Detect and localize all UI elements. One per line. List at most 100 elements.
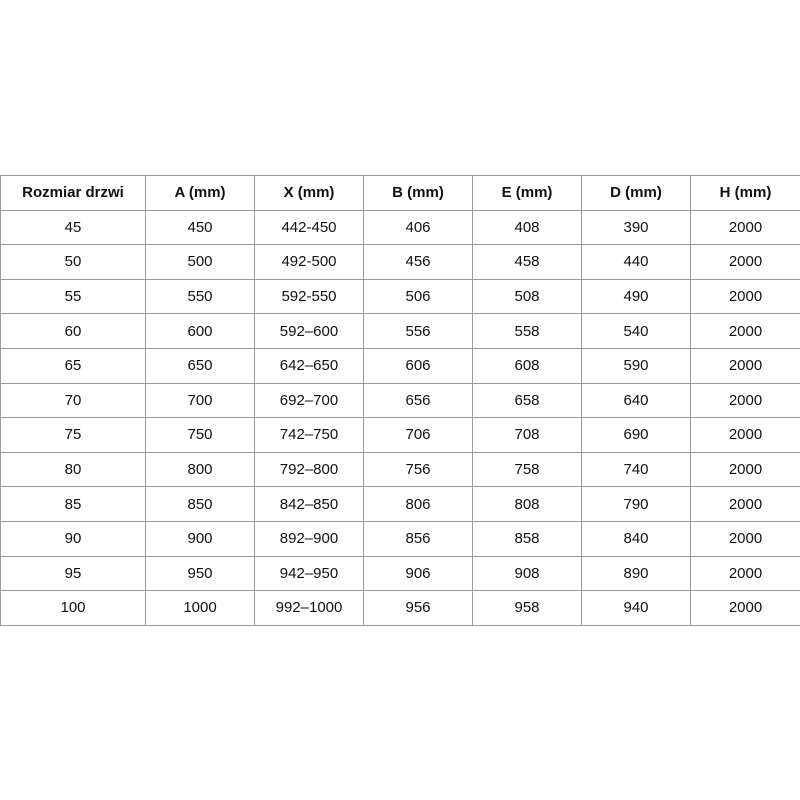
table-cell: 540 [581, 313, 691, 349]
table-cell: 706 [363, 417, 473, 453]
table-cell: 2000 [690, 590, 800, 626]
table-cell: 2000 [690, 347, 800, 384]
table-row: 100 1000 992–1000 956 958 940 2000 [0, 590, 800, 626]
table-cell: 390 [581, 209, 691, 246]
table-cell: 408 [472, 209, 582, 246]
table-cell: 906 [363, 555, 473, 592]
table-cell: 506 [363, 278, 473, 315]
table-cell: 95 [0, 555, 146, 592]
table-cell: 956 [363, 590, 473, 626]
table-cell: 700 [145, 382, 255, 419]
table-cell: 690 [581, 417, 691, 453]
table-cell: 808 [472, 486, 582, 522]
table-cell: 592-550 [254, 278, 364, 315]
table-cell: 442-450 [254, 209, 364, 246]
table-row: 60 600 592–600 556 558 540 2000 [0, 313, 800, 349]
table-cell: 1000 [145, 590, 255, 626]
table-row: 85 850 842–850 806 808 790 2000 [0, 486, 800, 522]
table-cell: 45 [0, 209, 146, 246]
table-row: 70 700 692–700 656 658 640 2000 [0, 382, 800, 419]
column-header: A (mm) [145, 175, 255, 211]
table-cell: 600 [145, 313, 255, 349]
table-cell: 2000 [690, 278, 800, 315]
table-cell: 750 [145, 417, 255, 453]
table-cell: 658 [472, 382, 582, 419]
table-cell: 800 [145, 451, 255, 488]
table-cell: 790 [581, 486, 691, 522]
table-cell: 958 [472, 590, 582, 626]
table-row: 80 800 792–800 756 758 740 2000 [0, 451, 800, 488]
table-cell: 50 [0, 244, 146, 280]
table-cell: 792–800 [254, 451, 364, 488]
table-row: 90 900 892–900 856 858 840 2000 [0, 520, 800, 557]
table-cell: 590 [581, 347, 691, 384]
table-cell: 55 [0, 278, 146, 315]
table-cell: 2000 [690, 417, 800, 453]
table-cell: 890 [581, 555, 691, 592]
table-cell: 856 [363, 520, 473, 557]
table-cell: 758 [472, 451, 582, 488]
column-header: D (mm) [581, 175, 691, 211]
table-row: 50 500 492-500 456 458 440 2000 [0, 244, 800, 280]
table-cell: 2000 [690, 555, 800, 592]
table-cell: 100 [0, 590, 146, 626]
table-header-row: Rozmiar drzwi A (mm) X (mm) B (mm) E (mm) D (… [0, 175, 800, 211]
dimensions-table: Rozmiar drzwi A (mm) X (mm) B (mm) E (mm) D (… [0, 175, 800, 626]
table-cell: 2000 [690, 209, 800, 246]
table-cell: 656 [363, 382, 473, 419]
table-cell: 456 [363, 244, 473, 280]
table-cell: 556 [363, 313, 473, 349]
table-cell: 406 [363, 209, 473, 246]
table-row: 75 750 742–750 706 708 690 2000 [0, 417, 800, 453]
table-cell: 85 [0, 486, 146, 522]
table-cell: 642–650 [254, 347, 364, 384]
table-cell: 950 [145, 555, 255, 592]
table-cell: 942–950 [254, 555, 364, 592]
table-cell: 492-500 [254, 244, 364, 280]
table-cell: 650 [145, 347, 255, 384]
table-cell: 692–700 [254, 382, 364, 419]
table-cell: 992–1000 [254, 590, 364, 626]
table-cell: 2000 [690, 451, 800, 488]
table-row: 55 550 592-550 506 508 490 2000 [0, 278, 800, 315]
table-cell: 608 [472, 347, 582, 384]
table-row: 65 650 642–650 606 608 590 2000 [0, 347, 800, 384]
table-cell: 500 [145, 244, 255, 280]
table-row: 95 950 942–950 906 908 890 2000 [0, 555, 800, 592]
table-cell: 842–850 [254, 486, 364, 522]
table-cell: 892–900 [254, 520, 364, 557]
table-cell: 75 [0, 417, 146, 453]
table-cell: 2000 [690, 520, 800, 557]
table-cell: 440 [581, 244, 691, 280]
table-cell: 508 [472, 278, 582, 315]
table-cell: 550 [145, 278, 255, 315]
column-header: Rozmiar drzwi [0, 175, 146, 211]
table-cell: 606 [363, 347, 473, 384]
table-cell: 592–600 [254, 313, 364, 349]
table-cell: 450 [145, 209, 255, 246]
table-cell: 908 [472, 555, 582, 592]
table-row: 45 450 442-450 406 408 390 2000 [0, 209, 800, 246]
table-cell: 2000 [690, 382, 800, 419]
table-cell: 90 [0, 520, 146, 557]
table-cell: 850 [145, 486, 255, 522]
column-header: E (mm) [472, 175, 582, 211]
table-cell: 940 [581, 590, 691, 626]
table-cell: 2000 [690, 244, 800, 280]
table-cell: 742–750 [254, 417, 364, 453]
table-cell: 65 [0, 347, 146, 384]
table-cell: 806 [363, 486, 473, 522]
table-cell: 858 [472, 520, 582, 557]
table-cell: 740 [581, 451, 691, 488]
table-cell: 80 [0, 451, 146, 488]
table-cell: 756 [363, 451, 473, 488]
table-cell: 60 [0, 313, 146, 349]
table-cell: 708 [472, 417, 582, 453]
table-cell: 558 [472, 313, 582, 349]
table-cell: 2000 [690, 313, 800, 349]
table-cell: 2000 [690, 486, 800, 522]
column-header: B (mm) [363, 175, 473, 211]
table-cell: 900 [145, 520, 255, 557]
table-cell: 490 [581, 278, 691, 315]
column-header: H (mm) [690, 175, 800, 211]
